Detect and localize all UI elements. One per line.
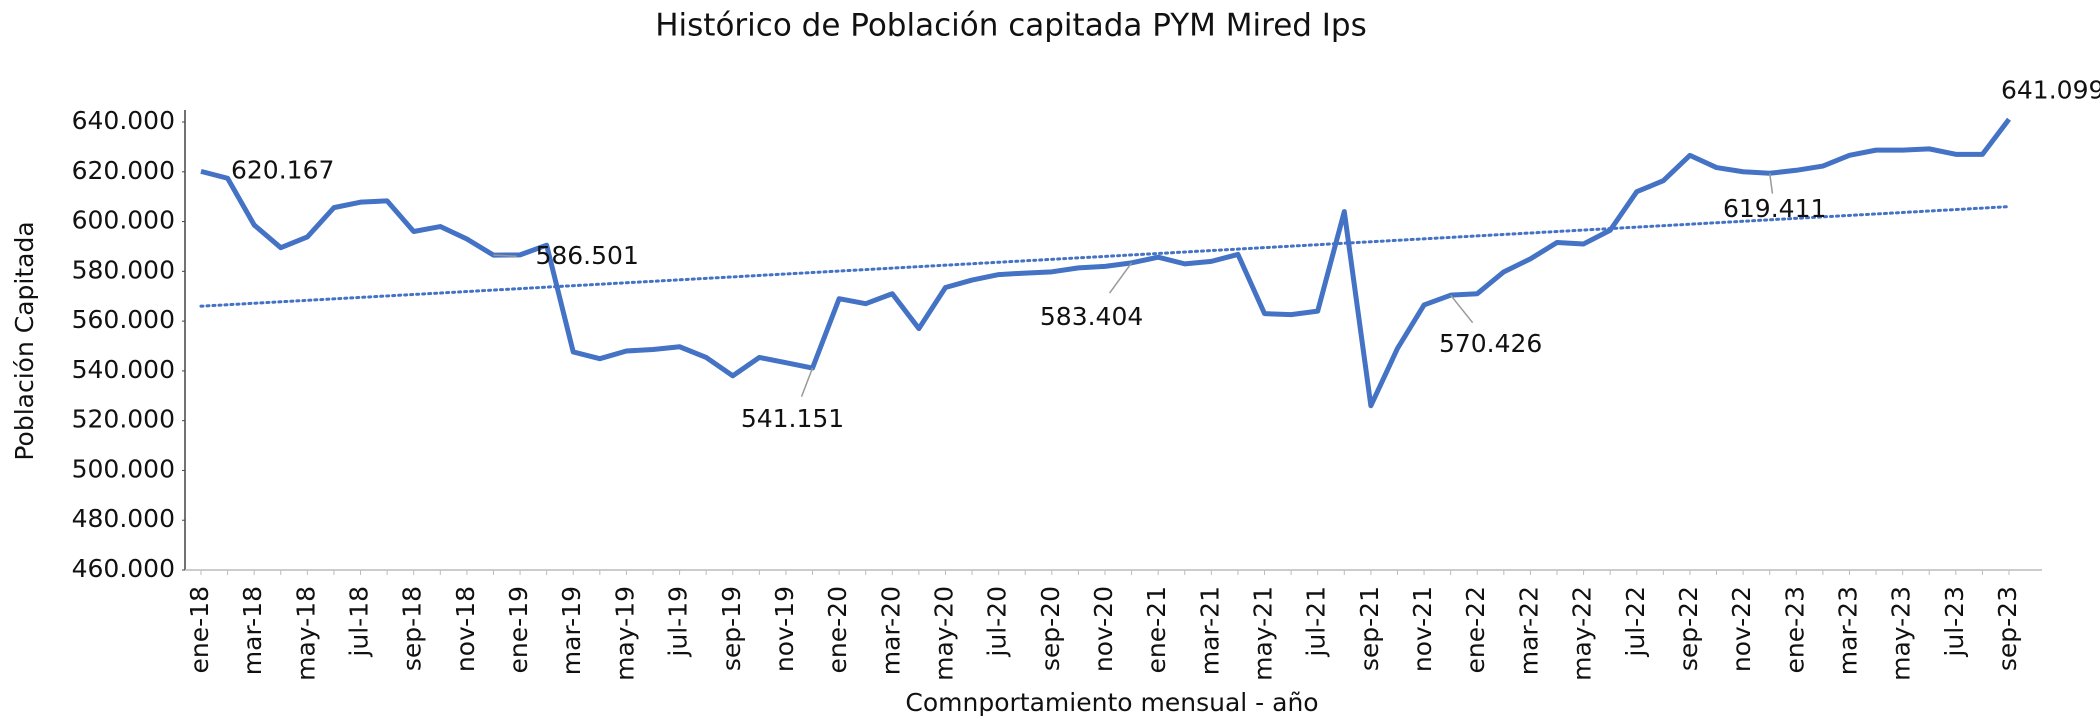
x-tick-label: jul-18: [345, 586, 374, 658]
x-tick-label: sep-18: [398, 586, 427, 671]
y-tick-label: 620.000: [72, 156, 175, 185]
y-tick-label: 500.000: [72, 454, 175, 483]
trendline: [199, 205, 2011, 308]
x-tick-label: may-23: [1887, 586, 1916, 681]
y-tick-label: 460.000: [72, 554, 175, 583]
x-tick-label: mar-21: [1195, 586, 1224, 675]
x-tick-label: may-20: [929, 586, 958, 681]
x-tick-label: mar-22: [1514, 586, 1543, 675]
data-label: 641.099: [2001, 75, 2100, 104]
x-tick-label: ene-20: [823, 586, 852, 673]
x-tick-label: sep-22: [1674, 586, 1703, 671]
x-tick-label: jul-21: [1302, 586, 1331, 658]
x-tick-label: nov-21: [1408, 586, 1437, 672]
x-tick-label: nov-22: [1727, 586, 1756, 672]
x-tick-label: jul-19: [664, 586, 693, 658]
x-tick-label: ene-18: [185, 586, 214, 673]
leader-line: [493, 254, 517, 258]
leader-line: [1108, 262, 1133, 294]
x-tick-label: nov-19: [770, 586, 799, 672]
y-tick-label: 520.000: [72, 405, 175, 434]
x-tick-label: sep-20: [1036, 586, 1065, 671]
x-tick-label: mar-20: [876, 586, 905, 675]
x-tick-label: ene-19: [504, 586, 533, 673]
data-label: 570.426: [1439, 329, 1542, 358]
x-tick-label: may-18: [291, 586, 320, 681]
leader-line: [1450, 294, 1474, 324]
y-tick-label: 640.000: [72, 106, 175, 135]
y-tick-label: 600.000: [72, 206, 175, 235]
x-tick-label: may-22: [1568, 586, 1597, 681]
line: [200, 117, 2011, 409]
x-tick-label: ene-23: [1780, 586, 1809, 673]
y-axis-title: Población Capitada: [10, 221, 39, 460]
x-tick-label: may-21: [1249, 586, 1278, 681]
data-label: 619.411: [1723, 194, 1826, 223]
chart-title: Histórico de Población capitada PYM Mire…: [655, 8, 1367, 44]
x-tick-label: nov-18: [451, 586, 480, 672]
y-tick-label: 540.000: [72, 355, 175, 384]
x-tick-label: sep-23: [1993, 586, 2022, 671]
x-tick-label: jul-23: [1940, 586, 1969, 658]
x-tick-label: ene-22: [1461, 586, 1490, 673]
x-tick-label: ene-21: [1142, 586, 1171, 673]
x-tick-label: sep-19: [717, 586, 746, 671]
x-tick-label: jul-22: [1621, 586, 1650, 658]
x-tick-label: mar-18: [238, 586, 267, 675]
y-tick-label: 560.000: [72, 305, 175, 334]
x-tick-label: mar-19: [557, 586, 586, 675]
y-tick-label: 580.000: [72, 255, 175, 284]
x-tick-label: jul-20: [983, 586, 1012, 658]
leader-line: [800, 367, 814, 397]
x-tick-label: may-19: [610, 586, 639, 681]
x-axis-title: Comnportamiento mensual - año: [905, 688, 1318, 717]
data-label: 583.404: [1040, 302, 1143, 331]
y-tick-label: 480.000: [72, 504, 175, 533]
x-tick-label: nov-20: [1089, 586, 1118, 672]
x-tick-label: mar-23: [1833, 586, 1862, 675]
leader-line: [1768, 173, 1774, 194]
data-label: 620.167: [231, 155, 334, 184]
data-label: 541.151: [741, 404, 844, 433]
data-label: 586.501: [535, 241, 638, 270]
x-tick-label: sep-21: [1355, 586, 1384, 671]
